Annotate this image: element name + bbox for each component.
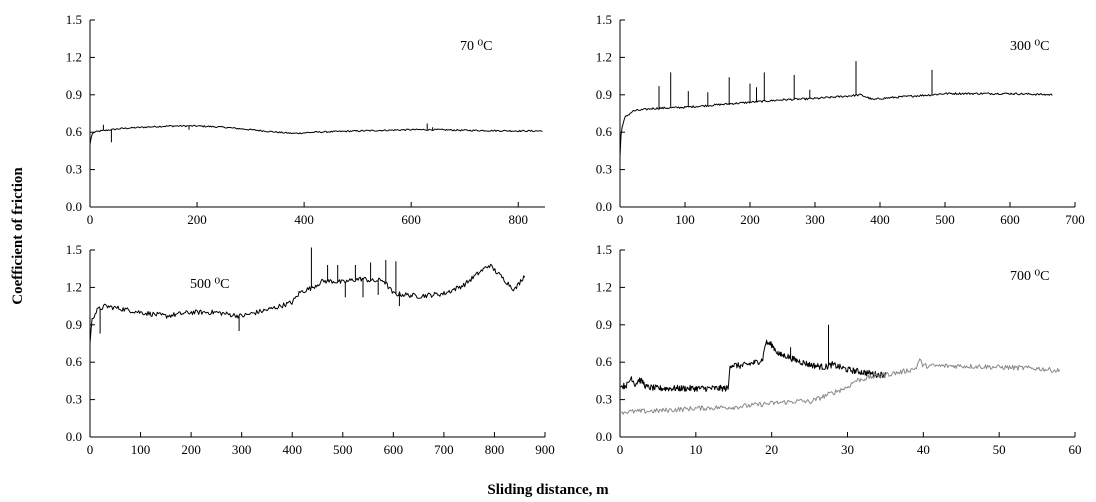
x-tick-label: 200 — [187, 212, 207, 227]
x-tick-label: 0 — [617, 212, 624, 227]
x-tick-label: 300 — [805, 212, 825, 227]
y-tick-label: 0.6 — [596, 124, 613, 139]
x-tick-label: 200 — [740, 212, 760, 227]
x-tick-label: 600 — [1000, 212, 1020, 227]
y-tick-label: 0.0 — [66, 199, 82, 214]
y-tick-label: 0.3 — [66, 162, 82, 177]
y-tick-label: 0.6 — [66, 354, 83, 369]
x-tick-label: 900 — [535, 442, 555, 457]
x-tick-label: 100 — [131, 442, 151, 457]
y-tick-label: 0.6 — [66, 124, 83, 139]
x-tick-label: 600 — [401, 212, 421, 227]
y-tick-label: 1.2 — [596, 49, 612, 64]
y-tick-label: 0.9 — [596, 317, 612, 332]
y-tick-label: 0.0 — [66, 429, 82, 444]
x-tick-label: 0 — [617, 442, 624, 457]
x-tick-label: 10 — [689, 442, 702, 457]
x-tick-label: 100 — [675, 212, 695, 227]
x-tick-label: 50 — [993, 442, 1006, 457]
series-line-1 — [89, 247, 526, 344]
chart-panel-2: 0.0 0.3 0.6 0.9 1.2 1.5 0 100 200 300 400 500 600 700… — [596, 12, 1085, 227]
x-tick-label: 20 — [765, 442, 778, 457]
x-tick-label: 300 — [232, 442, 252, 457]
y-tick-label: 1.5 — [596, 12, 612, 27]
y-tick-label: 1.2 — [66, 49, 82, 64]
x-tick-label: 800 — [485, 442, 505, 457]
x-tick-label: 700 — [1065, 212, 1085, 227]
x-tick-label: 500 — [935, 212, 955, 227]
x-tick-label: 400 — [282, 442, 302, 457]
temperature-annotation: 700 ⁰C — [1010, 269, 1049, 284]
x-tick-label: 60 — [1069, 442, 1082, 457]
series-line-1 — [89, 123, 543, 145]
x-axis-label: Sliding distance, m — [487, 482, 609, 498]
y-tick-label: 0.9 — [66, 317, 82, 332]
x-tick-label: 400 — [294, 212, 314, 227]
x-tick-label: 200 — [181, 442, 201, 457]
temperature-annotation: 70 ⁰C — [460, 39, 492, 54]
y-tick-label: 0.0 — [596, 429, 612, 444]
x-tick-label: 400 — [870, 212, 890, 227]
x-tick-label: 800 — [508, 212, 528, 227]
y-tick-label: 0.0 — [596, 199, 612, 214]
y-tick-label: 1.5 — [66, 242, 82, 257]
y-tick-label: 0.9 — [596, 87, 612, 102]
chart-panel-3: 0.0 0.3 0.6 0.9 1.2 1.5 0 100 200 300 400 500 600 700… — [66, 242, 555, 457]
y-tick-label: 0.3 — [596, 162, 612, 177]
temperature-annotation: 500 ⁰C — [190, 277, 229, 292]
chart-panel-4: 0.0 0.3 0.6 0.9 1.2 1.5 0 10 20 30 40 50 60 700 ⁰C — [596, 242, 1082, 457]
series-line-2 — [619, 358, 1061, 415]
series-line-1 — [619, 61, 1053, 158]
y-tick-label: 0.9 — [66, 87, 82, 102]
x-tick-label: 0 — [87, 442, 94, 457]
y-tick-label: 0.6 — [596, 354, 613, 369]
y-axis-label: Coefficient of friction — [10, 167, 26, 305]
x-tick-label: 30 — [841, 442, 854, 457]
temperature-annotation: 300 ⁰C — [1010, 39, 1049, 54]
y-tick-label: 0.3 — [596, 392, 612, 407]
y-tick-label: 1.2 — [596, 279, 612, 294]
x-tick-label: 500 — [333, 442, 353, 457]
x-tick-label: 600 — [384, 442, 404, 457]
series-line-1 — [619, 324, 886, 392]
chart-panel-1: 0.0 0.3 0.6 0.9 1.2 1.5 0 200 400 600 800 70 ⁰C — [66, 12, 545, 227]
y-tick-label: 1.5 — [596, 242, 612, 257]
y-tick-label: 1.2 — [66, 279, 82, 294]
x-tick-label: 700 — [434, 442, 454, 457]
y-tick-label: 0.3 — [66, 392, 82, 407]
x-tick-label: 40 — [917, 442, 930, 457]
x-tick-label: 0 — [87, 212, 94, 227]
y-tick-label: 1.5 — [66, 12, 82, 27]
